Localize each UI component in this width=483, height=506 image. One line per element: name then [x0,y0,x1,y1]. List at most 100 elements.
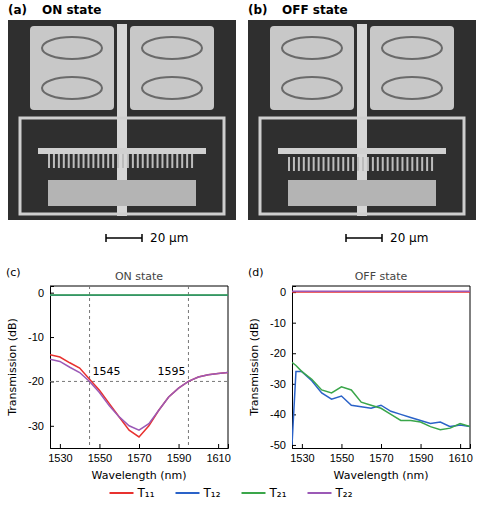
comb-finger [397,157,399,171]
scale-bar-label: 20 µm [390,231,428,245]
chart-title: OFF state [355,270,408,283]
tick-label: -30 [28,420,44,432]
comb-finger [392,157,394,171]
y-axis-title: Transmission (dB) [6,318,19,417]
tick-label: -20 [270,347,286,359]
scale-bar-label: 20 µm [150,231,188,245]
tick-mark [139,444,140,448]
pad [30,26,114,110]
legend-label: T₁₂ [203,486,221,500]
pad [370,26,454,110]
tick-mark [50,426,54,427]
comb-finger [107,154,109,168]
pad [130,26,214,110]
tick-label: 1590 [167,452,191,464]
loop [382,37,442,59]
comb-finger [342,157,344,171]
series-line [292,362,470,429]
tick-mark [292,353,296,354]
tick: 1610 [206,444,230,464]
frame [20,118,224,214]
tick-mark [179,444,180,448]
tick-label: 1550 [330,452,354,464]
comb-finger [117,154,119,168]
tick-mark [341,444,342,448]
comb-finger [362,157,364,171]
comb-finger [387,157,389,171]
x-axis-title: Wavelength (nm) [333,469,428,482]
tick-label: 0 [280,286,286,298]
tick: 1570 [127,444,151,464]
comb-finger [323,157,325,171]
loop [382,77,442,99]
series-line [50,294,228,296]
comb-finger [372,157,374,171]
comb-finger [127,154,129,168]
plot-area [50,286,228,448]
frame [50,286,228,287]
comb-finger [298,157,300,171]
reference-line [188,286,189,448]
comb-finger [63,154,65,168]
tick-mark [302,444,303,448]
comb-finger [411,157,413,171]
comb-finger [303,157,305,171]
comb-finger [142,154,144,168]
panel-label: (c) [6,266,21,279]
comb-finger [97,154,99,168]
tick-label: 1570 [369,452,393,464]
frame [260,118,464,214]
comb-finger [68,154,70,168]
comb-finger [401,157,403,171]
comb-finger [377,157,379,171]
tick-label: -50 [270,439,286,451]
scale-bar [106,237,142,239]
tick-mark [50,293,54,294]
x-axis-title: Wavelength (nm) [91,469,186,482]
tick-label: -10 [270,317,286,329]
tick: 1590 [409,444,433,464]
tick-mark [50,337,54,338]
series-line [292,291,470,293]
figure: (a)ON state20 µm(b)OFF state20 µm1530155… [0,0,483,506]
image-background [8,20,236,220]
comb-finger [332,157,334,171]
pad-bottom [48,180,196,206]
legend-swatch [242,492,266,494]
comb-finger [347,157,349,171]
annotation: 1545 [93,365,121,378]
loop [282,77,342,99]
comb-finger [421,157,423,171]
scale-bar [346,237,382,239]
tick-label: 1570 [127,452,151,464]
tick: -30 [28,420,54,432]
x-axis: 15301550157015901610 [290,444,473,464]
loop [282,37,342,59]
comb-finger [186,154,188,168]
reference-line [89,286,90,448]
tick-mark [292,323,296,324]
tick: -20 [270,347,296,359]
comb-finger [132,154,134,168]
tick-mark [60,444,61,448]
series-line [50,355,228,437]
tick-label: -40 [270,408,286,420]
comb-finger [357,157,359,171]
scale-bar-end [345,234,347,242]
legend: T₁₁T₁₂T₂₁T₂₂ [110,486,353,500]
comb-finger [337,157,339,171]
legend-label: T₂₁ [269,486,287,500]
reference-line [50,381,228,382]
tick-mark [381,444,382,448]
comb-finger [416,157,418,171]
tick: 1590 [167,444,191,464]
tick-label: 1590 [409,452,433,464]
comb-finger [406,157,408,171]
pad [270,26,354,110]
tick: -10 [28,331,54,343]
legend-swatch [176,492,200,494]
loop [42,77,102,99]
tick-label: -30 [270,378,286,390]
tick-mark [99,444,100,448]
comb-finger [53,154,55,168]
